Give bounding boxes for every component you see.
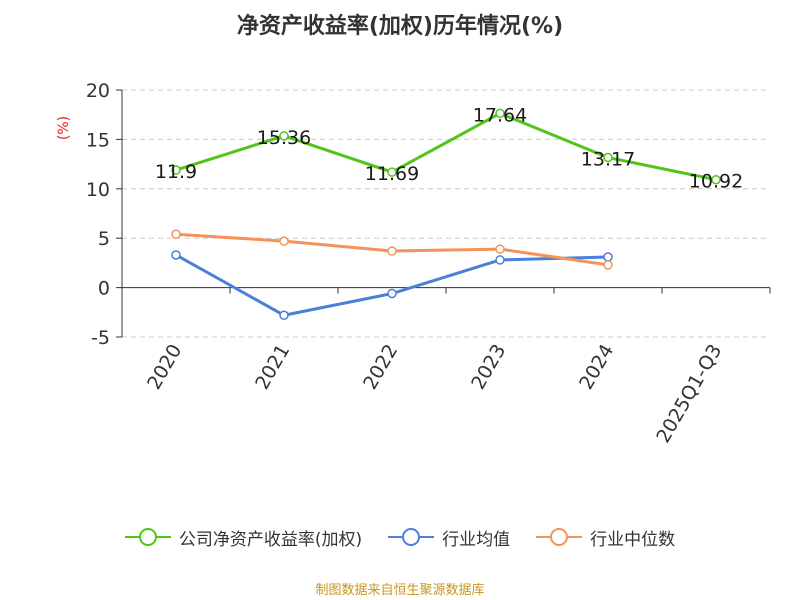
data-point: [171, 229, 181, 239]
data-point: [387, 167, 397, 177]
data-label: 15.36: [257, 127, 311, 149]
y-tick-label: 0: [98, 278, 110, 300]
y-tick-label: 5: [98, 228, 110, 250]
data-label: 17.64: [473, 104, 527, 126]
data-point: [387, 288, 397, 299]
legend-item: 行业均值: [388, 525, 510, 550]
x-tick-label: 2020: [143, 341, 186, 394]
series-line: [175, 253, 609, 317]
legend-marker-circle: [138, 528, 157, 546]
data-point: [603, 252, 613, 262]
legend-label: 公司净资产收益率(加权): [178, 529, 363, 550]
data-label: 11.9: [155, 161, 197, 183]
data-point: [279, 236, 289, 246]
data-point: [171, 250, 181, 260]
legend-marker-icon: [124, 528, 171, 546]
data-point: [495, 244, 505, 254]
data-point: [495, 108, 505, 119]
x-tick-label: 2025Q1-Q3: [652, 341, 726, 447]
x-tick-label: 2023: [467, 341, 510, 394]
data-point: [387, 246, 397, 256]
y-tick-label: 10: [86, 179, 110, 201]
data-point: [279, 131, 289, 141]
y-axis-label: (%): [56, 116, 72, 140]
data-point: [711, 174, 721, 185]
data-point: [603, 260, 613, 270]
y-tick-label: 15: [86, 129, 110, 151]
x-tick-label: 2021: [251, 341, 294, 394]
y-tick-label: -5: [91, 327, 110, 349]
data-label: 11.69: [365, 163, 419, 185]
data-label: 13.17: [581, 148, 635, 170]
legend-label: 行业均值: [442, 529, 511, 550]
chart-title: 净资产收益率(加权)历年情况(%): [236, 14, 564, 39]
data-label: 10.92: [689, 171, 743, 193]
legend-marker-icon: [536, 528, 583, 546]
legend-marker-icon: [388, 528, 435, 546]
legend-marker-circle: [550, 528, 569, 546]
series-line: [175, 111, 717, 182]
x-tick-label: 2024: [575, 341, 618, 394]
legend-marker-circle: [402, 528, 421, 546]
data-point: [279, 310, 289, 321]
y-tick-label: 20: [86, 80, 110, 102]
data-source-note: 制图数据来自恒生聚源数据库: [315, 583, 485, 598]
legend-item: 行业中位数: [536, 525, 675, 550]
legend-label: 行业中位数: [590, 529, 676, 550]
data-point: [603, 152, 613, 163]
x-tick-label: 2022: [359, 341, 402, 394]
legend: 公司净资产收益率(加权) 行业均值 行业中位数: [0, 522, 800, 552]
data-point: [495, 255, 505, 265]
data-point: [171, 165, 181, 175]
legend-item: 公司净资产收益率(加权): [124, 525, 363, 550]
